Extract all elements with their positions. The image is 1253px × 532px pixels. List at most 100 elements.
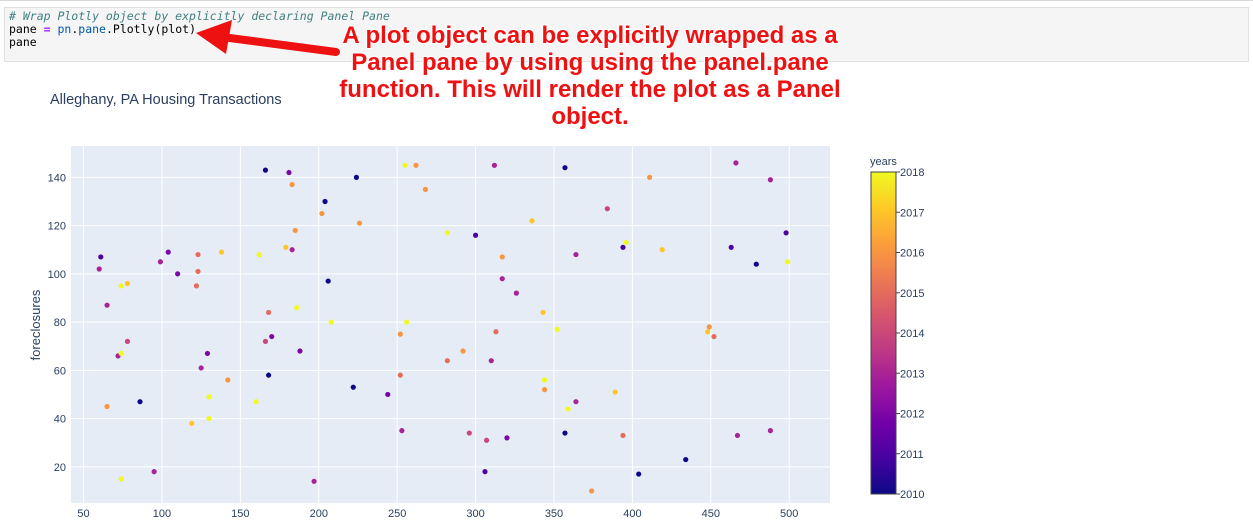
scatter-point[interactable] bbox=[289, 181, 295, 188]
scatter-point[interactable] bbox=[402, 162, 408, 168]
scatter-point[interactable] bbox=[529, 218, 535, 224]
scatter-point[interactable] bbox=[573, 399, 579, 405]
scatter-point[interactable] bbox=[137, 399, 143, 405]
scatter-point[interactable] bbox=[612, 389, 618, 395]
scatter-point[interactable] bbox=[444, 358, 450, 364]
scatter-point[interactable] bbox=[253, 399, 259, 405]
scatter-point[interactable] bbox=[482, 469, 488, 475]
scatter-point[interactable] bbox=[403, 319, 410, 325]
scatter-point[interactable] bbox=[767, 428, 774, 434]
scatter-point[interactable] bbox=[311, 478, 317, 484]
scatter-point[interactable] bbox=[218, 249, 225, 255]
scatter-point[interactable] bbox=[620, 244, 626, 250]
scatter-point[interactable] bbox=[204, 350, 211, 357]
scatter-point[interactable] bbox=[753, 261, 759, 267]
scatter-point[interactable] bbox=[124, 280, 131, 287]
scatter-point[interactable] bbox=[98, 254, 104, 260]
scatter-point[interactable] bbox=[294, 305, 300, 311]
scatter-point[interactable] bbox=[193, 283, 200, 289]
scatter-point[interactable] bbox=[413, 162, 419, 168]
scatter-point[interactable] bbox=[636, 471, 642, 477]
scatter-point[interactable] bbox=[767, 177, 774, 183]
scatter-point[interactable] bbox=[118, 476, 124, 482]
scatter-point[interactable] bbox=[562, 165, 568, 171]
scatter-point[interactable] bbox=[104, 302, 110, 308]
scatter-point[interactable] bbox=[472, 232, 479, 238]
scatter-point[interactable] bbox=[733, 160, 739, 166]
scatter-point[interactable] bbox=[499, 254, 505, 260]
scatter-point[interactable] bbox=[198, 365, 204, 371]
scatter-point[interactable] bbox=[328, 319, 334, 325]
scatter-point[interactable] bbox=[397, 372, 403, 378]
scatter-point[interactable] bbox=[289, 247, 295, 253]
scatter-point[interactable] bbox=[499, 276, 505, 282]
scatter-point[interactable] bbox=[118, 350, 124, 357]
scatter-point[interactable] bbox=[225, 377, 231, 383]
scatter-point[interactable] bbox=[104, 403, 110, 410]
scatter-point[interactable] bbox=[705, 329, 711, 335]
scatter-point[interactable] bbox=[96, 266, 102, 272]
scatter-point[interactable] bbox=[604, 206, 610, 212]
scatter-point[interactable] bbox=[565, 406, 571, 412]
scatter-point[interactable] bbox=[157, 259, 163, 265]
scatter-point[interactable] bbox=[319, 210, 325, 217]
scatter-point[interactable] bbox=[491, 162, 498, 168]
scatter-point[interactable] bbox=[265, 372, 272, 378]
scatter-point[interactable] bbox=[513, 290, 519, 296]
scatter-point[interactable] bbox=[504, 435, 510, 441]
scatter-point[interactable] bbox=[541, 377, 548, 383]
scatter-point[interactable] bbox=[493, 329, 499, 335]
scatter-point[interactable] bbox=[399, 428, 405, 434]
scatter-point[interactable] bbox=[385, 391, 391, 398]
scatter-point[interactable] bbox=[286, 169, 292, 176]
scatter-point[interactable] bbox=[353, 174, 360, 180]
scatter-point[interactable] bbox=[397, 331, 403, 337]
scatter-point[interactable] bbox=[706, 324, 712, 330]
scatter-point[interactable] bbox=[711, 333, 717, 340]
scatter-point[interactable] bbox=[422, 186, 429, 193]
scatter-point[interactable] bbox=[283, 244, 289, 250]
scatter-point[interactable] bbox=[466, 430, 472, 436]
scatter-point[interactable] bbox=[195, 251, 201, 258]
scatter-point[interactable] bbox=[322, 198, 328, 205]
scatter-point[interactable] bbox=[541, 387, 548, 393]
scatter-point[interactable] bbox=[540, 309, 546, 316]
scatter-point[interactable] bbox=[262, 338, 269, 344]
scatter-point[interactable] bbox=[573, 251, 579, 258]
scatter-point[interactable] bbox=[325, 278, 331, 284]
scatter-point[interactable] bbox=[620, 432, 626, 439]
scatter-point[interactable] bbox=[265, 309, 272, 316]
scatter-point[interactable] bbox=[783, 230, 789, 236]
scatter-point[interactable] bbox=[206, 415, 212, 422]
scatter-point[interactable] bbox=[623, 239, 629, 246]
scatter-point[interactable] bbox=[683, 456, 689, 463]
scatter-point[interactable] bbox=[195, 268, 201, 275]
scatter-point[interactable] bbox=[297, 348, 303, 354]
scatter-point[interactable] bbox=[647, 174, 653, 180]
scatter-point[interactable] bbox=[488, 358, 494, 364]
scatter-point[interactable] bbox=[189, 420, 195, 426]
scatter-point[interactable] bbox=[256, 251, 262, 258]
scatter-point[interactable] bbox=[356, 220, 363, 226]
scatter-point[interactable] bbox=[554, 326, 560, 332]
scatter-point[interactable] bbox=[589, 488, 595, 494]
scatter-point[interactable] bbox=[165, 249, 171, 255]
scatter-point[interactable] bbox=[562, 430, 568, 436]
scatter-point[interactable] bbox=[269, 333, 275, 340]
scatter-point[interactable] bbox=[175, 271, 181, 277]
scatter-point[interactable] bbox=[659, 247, 665, 253]
scatter-point[interactable] bbox=[151, 469, 157, 475]
scatter-point[interactable] bbox=[262, 167, 269, 173]
scatter-point[interactable] bbox=[483, 437, 490, 443]
scatter-point[interactable] bbox=[292, 227, 298, 234]
scatter-point[interactable] bbox=[785, 259, 791, 265]
plot-area[interactable] bbox=[71, 146, 830, 503]
scatter-point[interactable] bbox=[118, 283, 124, 289]
scatter-point[interactable] bbox=[444, 230, 450, 236]
scatter-point[interactable] bbox=[124, 338, 131, 344]
scatter-point[interactable] bbox=[460, 348, 466, 354]
scatter-point[interactable] bbox=[206, 394, 212, 400]
scatter-point[interactable] bbox=[734, 432, 741, 439]
scatter-point[interactable] bbox=[728, 244, 734, 250]
